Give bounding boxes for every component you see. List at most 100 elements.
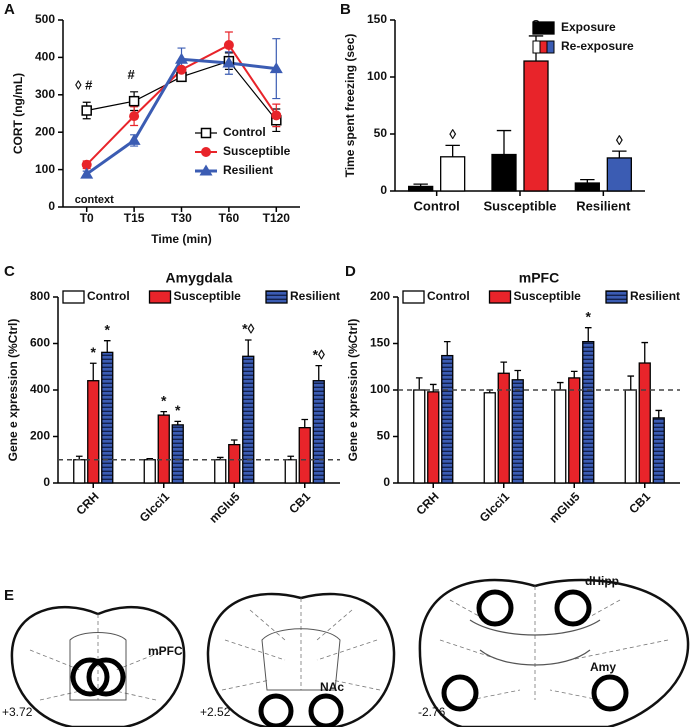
legend-swatch [265, 290, 288, 304]
bar [157, 414, 170, 484]
y-tick-label: 100 [370, 382, 390, 396]
error-bar [612, 150, 627, 158]
bar [143, 459, 156, 484]
panel-label: B [340, 1, 351, 18]
x-tick-label: CB1 [626, 489, 653, 516]
legend-label: Susceptible [174, 289, 242, 303]
x-tick-label: T0 [80, 211, 94, 225]
bar [582, 340, 595, 484]
bar [312, 380, 325, 484]
marker [200, 127, 212, 139]
panel-label: A [4, 1, 15, 18]
y-tick-label: 150 [370, 336, 390, 350]
error-bar [315, 364, 323, 381]
bar [652, 417, 665, 484]
coordinate: -2.76 [418, 705, 446, 719]
annotation: ◊ [616, 132, 623, 148]
legend-label: Susceptible [514, 289, 582, 303]
error-bar [641, 341, 649, 364]
region-label: Amy [590, 660, 616, 674]
annotation: *◊ [242, 321, 254, 337]
error-bar [103, 340, 111, 353]
bar [440, 156, 466, 192]
error-bar [230, 439, 238, 445]
bar [171, 424, 184, 484]
region-label: NAc [320, 680, 344, 694]
marker [81, 105, 92, 116]
legend-swatch [402, 290, 425, 304]
y-tick-label: 800 [30, 289, 50, 303]
x-tick-label: T30 [171, 211, 192, 225]
y-tick-label: 50 [374, 126, 388, 140]
annotation: * [175, 402, 181, 418]
coordinate: +2.52 [200, 705, 231, 719]
bar [413, 389, 426, 484]
error-bar [301, 418, 309, 428]
legend-swatch [539, 40, 548, 54]
x-tick-label: T60 [219, 211, 240, 225]
marker [269, 62, 283, 74]
x-tick-label: CRH [73, 489, 101, 517]
legend-label: Control [87, 289, 130, 303]
marker [80, 167, 94, 179]
error-bar [584, 327, 592, 342]
bar [624, 389, 637, 484]
bar [638, 362, 651, 484]
legend-swatch [605, 290, 628, 304]
annotation: * [586, 308, 592, 324]
coordinate: +3.72 [2, 705, 33, 719]
marker [127, 133, 141, 145]
error-bar [627, 375, 635, 390]
x-tick-label: T15 [124, 211, 145, 225]
y-tick-label: 300 [35, 87, 55, 101]
error-bar [429, 383, 437, 392]
x-tick-label: Glcci1 [137, 489, 173, 525]
x-tick-label: CRH [413, 489, 441, 517]
panel-label: D [345, 263, 356, 280]
annotation: # [127, 67, 135, 82]
error-bar [514, 369, 522, 380]
bar [228, 443, 241, 484]
bar [284, 459, 297, 484]
bar [441, 354, 454, 484]
marker [271, 110, 282, 121]
annotation: *◊ [313, 346, 325, 362]
bar [523, 60, 549, 192]
bar [298, 427, 311, 484]
y-tick-label: 0 [48, 199, 55, 213]
legend-swatch [546, 40, 555, 54]
annotation: ◊ # [75, 78, 93, 93]
error-bar [556, 381, 564, 390]
y-tick-label: 100 [35, 162, 55, 176]
marker [128, 95, 140, 107]
error-bar [655, 409, 663, 418]
y-tick-label: 200 [35, 124, 55, 138]
error-bar [244, 339, 252, 357]
y-tick-label: 600 [30, 336, 50, 350]
x-note: context [75, 194, 114, 206]
y-tick-label: 0 [43, 475, 50, 489]
legend-label: Control [427, 289, 470, 303]
brain-section [10, 606, 186, 727]
legend-label: Exposure [561, 20, 616, 34]
marker [199, 164, 213, 176]
bar [87, 380, 100, 484]
bar [606, 157, 632, 192]
bar [427, 391, 440, 484]
x-tick-label: T120 [263, 211, 291, 225]
legend-label: Resilient [290, 289, 340, 303]
x-tick-label: CB1 [286, 489, 313, 516]
y-axis-label: Gene e xpression (%Ctrl) [6, 319, 20, 462]
error-bar [445, 144, 460, 157]
y-tick-label: 200 [30, 429, 50, 443]
bar [483, 392, 496, 484]
x-tick-label: Resilient [576, 198, 631, 213]
x-tick-label: Susceptible [484, 198, 557, 213]
x-tick-label: Control [414, 198, 460, 213]
annotation: ◊ [449, 126, 456, 142]
legend-swatch [62, 290, 85, 304]
error-bar [500, 361, 508, 374]
y-tick-label: 400 [30, 382, 50, 396]
legend-label: Re-exposure [561, 39, 634, 53]
